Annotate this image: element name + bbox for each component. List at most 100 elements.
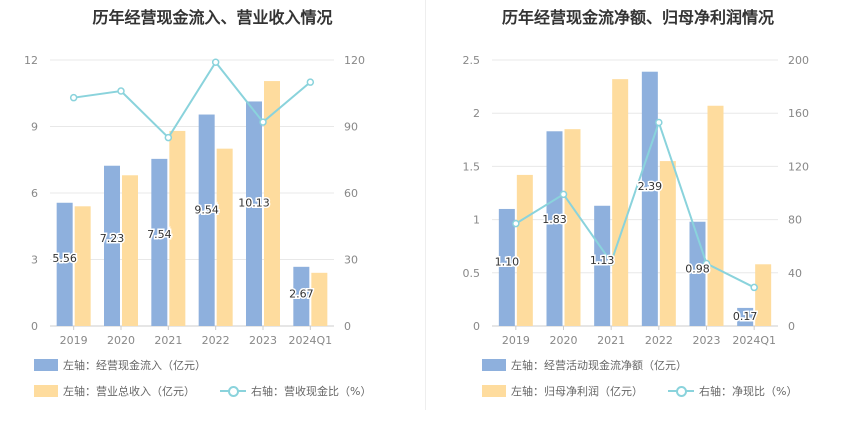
- x-tick-label: 2024Q1: [289, 334, 333, 347]
- y-left-tick-label: 9: [31, 121, 38, 134]
- legend-item-revenue[interactable]: 左轴：营业总收入（亿元）: [34, 383, 195, 399]
- bar-data-label: 2.39: [638, 180, 663, 193]
- bar-data-label: 1.10: [495, 256, 519, 269]
- y-left-tick-label: 12: [24, 54, 38, 67]
- y-right-tick-label: 0: [788, 320, 795, 333]
- y-right-tick-label: 120: [788, 160, 809, 173]
- y-right-tick-label: 40: [788, 267, 802, 280]
- ratio-point: [211, 58, 220, 66]
- panel-divider: [425, 0, 426, 410]
- y-right-tick-label: 60: [344, 187, 358, 200]
- y-left-tick-label: 6: [31, 187, 38, 200]
- y-left-tick-label: 2.5: [463, 54, 481, 67]
- bar-data-label: 0.17: [733, 310, 758, 323]
- x-tick-label: 2023: [249, 334, 277, 347]
- bar-secondary: [612, 79, 629, 326]
- legend-swatch-bar-icon: [482, 359, 506, 371]
- x-tick-label: 2021: [597, 334, 625, 347]
- net-cash-profit-chart: 0 0.5 1 1.5 2 2.5 0 40 80 120 160 200 2019 2020 2021 20…: [463, 54, 810, 347]
- y-right-tick-label: 120: [344, 54, 365, 67]
- y-right-tick-label: 160: [788, 107, 809, 120]
- legend-line-marker-icon: [220, 385, 246, 397]
- y-right-tick-label: 90: [344, 121, 358, 134]
- bar-secondary: [169, 130, 186, 326]
- bar-secondary: [564, 129, 581, 326]
- bar-primary: [737, 307, 754, 326]
- legend-item-net-cash-flow[interactable]: 左轴：经营活动现金流净额（亿元）: [482, 357, 687, 373]
- x-tick-label: 2019: [502, 334, 530, 347]
- bar-primary: [594, 205, 611, 326]
- x-tick-label: 2020: [550, 334, 578, 347]
- bar-primary: [641, 71, 658, 326]
- ratio-point: [69, 93, 78, 102]
- ratio-point: [702, 259, 711, 268]
- bar-data-label: 2.67: [289, 287, 314, 300]
- ratio-point: [750, 283, 758, 292]
- legend-swatch-bar-icon: [482, 385, 506, 397]
- legend-label: 左轴：经营活动现金流净额（亿元）: [511, 359, 687, 372]
- y-left-tick-label: 0: [473, 320, 480, 333]
- legend-label: 右轴：营收现金比（%）: [251, 385, 372, 398]
- bar-data-label: 9.54: [194, 204, 219, 217]
- x-tick-label: 2020: [107, 334, 135, 347]
- ratio-line: [515, 119, 755, 289]
- bar-primary: [151, 158, 168, 326]
- bar-primary: [198, 114, 215, 326]
- bar-secondary: [755, 264, 772, 326]
- bar-secondary: [264, 81, 280, 326]
- ratio-point: [655, 118, 663, 127]
- bar-data-label: 1.83: [542, 213, 567, 226]
- bar-secondary: [311, 272, 328, 326]
- y-left-tick-label: 3: [31, 254, 38, 267]
- x-tick-label: 2019: [60, 334, 88, 347]
- ratio-point: [259, 118, 267, 126]
- x-tick-label: 2024Q1: [732, 334, 776, 347]
- legend-line-marker-icon: [668, 385, 694, 397]
- y-right-tick-label: 200: [788, 54, 809, 67]
- y-left-tick-label: 0: [31, 320, 38, 333]
- bar-primary: [546, 131, 563, 326]
- legend-item-cash-ratio[interactable]: 右轴：营收现金比（%）: [220, 383, 371, 399]
- ratio-point: [512, 219, 520, 228]
- ratio-point: [117, 87, 125, 95]
- ratio-point: [164, 133, 173, 142]
- legend-item-cash-inflow[interactable]: 左轴：经营现金流入（亿元）: [34, 357, 206, 373]
- bar-primary: [56, 202, 73, 326]
- y-left-tick-label: 0.5: [463, 267, 481, 280]
- legend-item-net-cash-ratio[interactable]: 右轴：净现比（%）: [668, 383, 797, 399]
- y-left-tick-label: 1: [473, 214, 480, 227]
- x-tick-label: 2021: [154, 334, 182, 347]
- legend-label: 右轴：净现比（%）: [699, 385, 798, 398]
- y-left-tick-label: 1.5: [463, 160, 481, 173]
- x-tick-label: 2022: [202, 334, 230, 347]
- bar-secondary: [122, 175, 138, 326]
- bar-primary: [293, 266, 310, 326]
- y-left-tick-label: 2: [473, 107, 480, 120]
- chart-panel-net-cash-profit: 历年经营现金流净额、归母净利润情况 0 0.5 1 1.5 2 2.5 0 40 80 120 16…: [426, 0, 850, 437]
- bar-secondary: [216, 148, 233, 326]
- bar-data-label: 7.23: [100, 232, 125, 245]
- y-right-tick-label: 0: [344, 320, 351, 333]
- legend-swatch-bar-icon: [34, 359, 58, 371]
- ratio-point: [306, 78, 315, 86]
- x-tick-label: 2023: [693, 334, 721, 347]
- x-tick-label: 2022: [645, 334, 673, 347]
- legend-label: 左轴：营业总收入（亿元）: [63, 385, 195, 398]
- bar-secondary: [707, 105, 724, 326]
- chart-panel-cash-inflow-revenue: 历年经营现金流入、营业收入情况 0 3 6 9 12 0 30 60 90 120 2019 2020…: [24, 8, 371, 399]
- bar-primary: [246, 101, 262, 327]
- legend-label: 左轴：经营现金流入（亿元）: [63, 359, 206, 372]
- bar-data-label: 10.13: [238, 196, 270, 209]
- legend-swatch-bar-icon: [34, 385, 58, 397]
- bar-data-label: 7.54: [147, 228, 172, 241]
- y-right-tick-label: 80: [788, 214, 802, 227]
- bar-data-label: 5.56: [52, 252, 77, 265]
- legend-item-net-profit[interactable]: 左轴：归母净利润（亿元）: [482, 383, 643, 399]
- ratio-point: [559, 190, 568, 199]
- bar-data-label: 1.13: [590, 254, 615, 267]
- chart-title: 历年经营现金流入、营业收入情况: [92, 8, 333, 27]
- ratio-line: [73, 60, 311, 140]
- y-right-tick-label: 30: [344, 254, 358, 267]
- chart-title: 历年经营现金流净额、归母净利润情况: [501, 8, 774, 27]
